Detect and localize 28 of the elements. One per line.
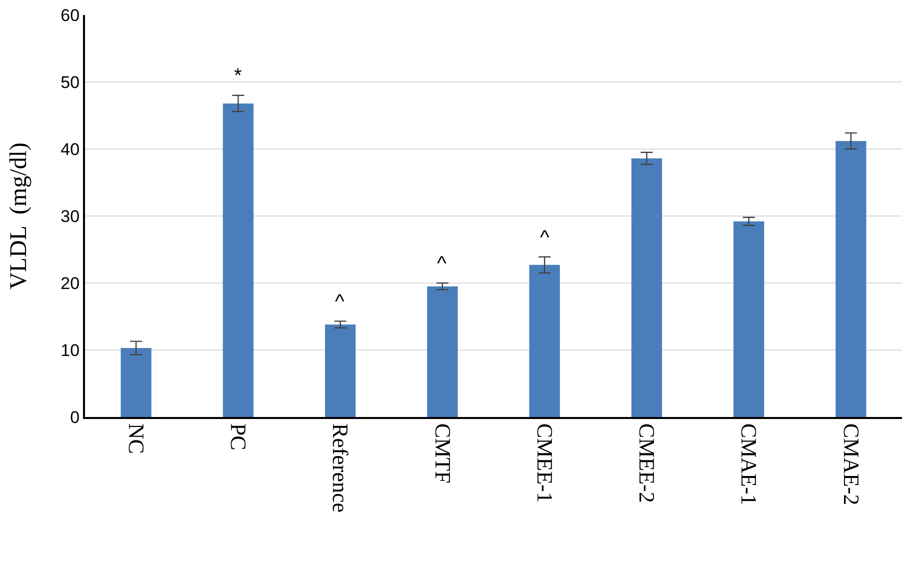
annotation: * bbox=[234, 65, 242, 87]
bar bbox=[631, 158, 662, 417]
y-tick-label: 40 bbox=[60, 140, 80, 159]
x-tick-label: CMEE-2 bbox=[634, 423, 660, 503]
x-tick-label: Reference bbox=[328, 423, 354, 513]
x-tick-label: PC bbox=[226, 423, 252, 450]
bar bbox=[120, 348, 152, 417]
x-tick-label: CMEE-1 bbox=[532, 423, 558, 503]
annotation: ^ bbox=[335, 291, 345, 313]
y-tick-label: 50 bbox=[60, 72, 80, 92]
y-axis-title: VLDL (mg/dl) bbox=[6, 142, 32, 290]
annotation: ^ bbox=[540, 227, 550, 249]
bar bbox=[529, 264, 560, 417]
annotation: ^ bbox=[437, 253, 447, 275]
x-tick-label: CMTF bbox=[430, 423, 456, 484]
y-tick-label: 30 bbox=[60, 206, 80, 226]
x-tick-label: CMAE-2 bbox=[838, 423, 864, 506]
y-tick-label: 10 bbox=[60, 340, 80, 360]
bar bbox=[836, 140, 866, 417]
y-tick-label: 60 bbox=[60, 6, 80, 25]
bar bbox=[324, 324, 356, 417]
bar bbox=[733, 221, 764, 417]
x-tick-label: NC bbox=[124, 423, 149, 454]
y-tick-label: 0 bbox=[70, 408, 80, 427]
x-tick-label: CMAE-1 bbox=[736, 423, 762, 506]
bar bbox=[427, 286, 458, 417]
y-tick-label: 20 bbox=[60, 274, 80, 293]
bar bbox=[222, 103, 254, 417]
